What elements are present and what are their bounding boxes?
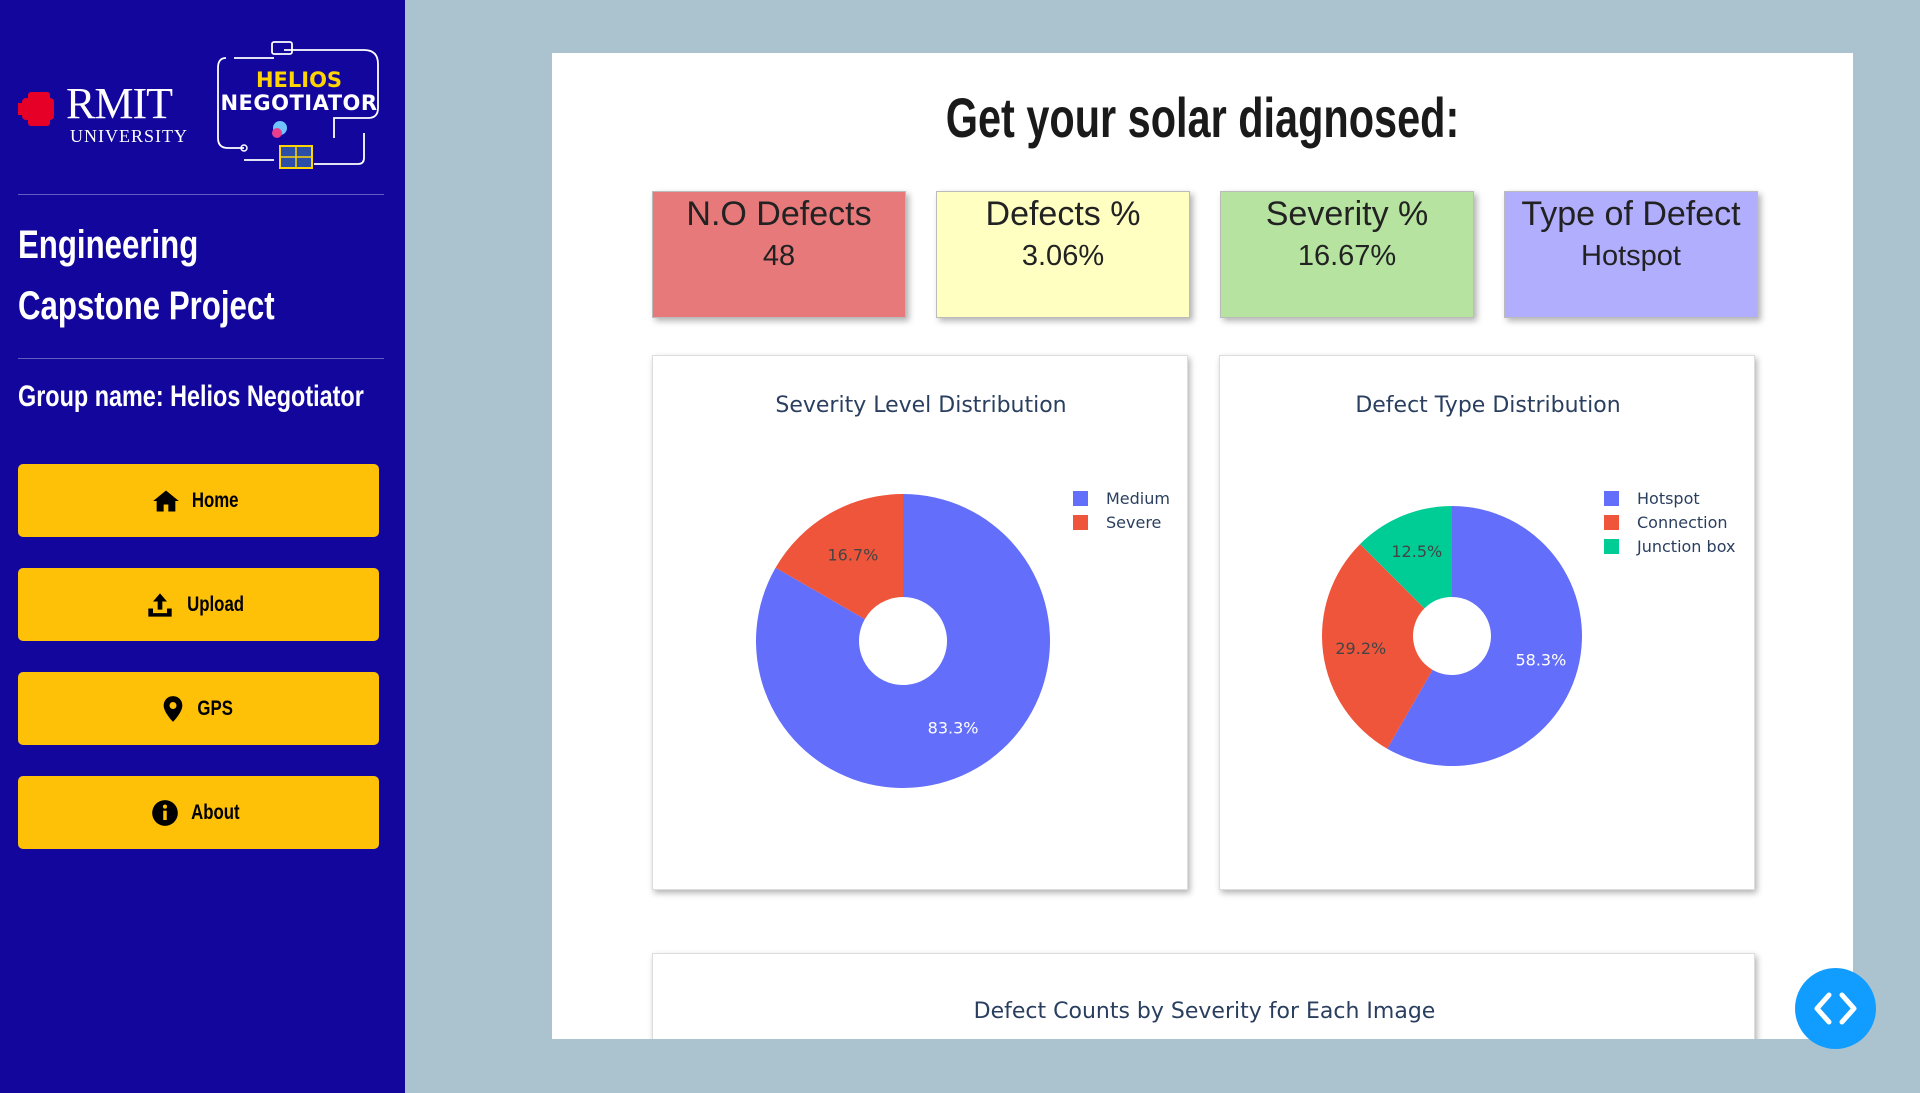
defect-type-card: Type of Defect Hotspot <box>1504 191 1758 318</box>
home-button[interactable]: Home <box>18 464 379 537</box>
slice-label: 16.7% <box>827 545 878 564</box>
sidebar: RMIT UNIVERSITY HELIOS NEGOTIATOR En <box>0 0 405 1093</box>
card-title: Defects % <box>985 195 1141 233</box>
legend-item[interactable]: Severe <box>1106 513 1161 532</box>
home-icon <box>153 490 180 511</box>
pie-slice-junction-box[interactable] <box>1360 506 1452 609</box>
severity-percent-card: Severity % 16.67% <box>1220 191 1474 318</box>
card-title: N.O Defects <box>686 195 872 233</box>
pie-slice-connection[interactable] <box>1322 544 1433 749</box>
card-value: 48 <box>762 240 796 272</box>
defect-count-card: N.O Defects 48 <box>652 191 906 318</box>
divider <box>18 358 384 359</box>
chart-title: Severity Level Distribution <box>775 393 1066 418</box>
helios-logo-line1: HELIOS <box>255 68 343 92</box>
rmit-wordmark: RMIT <box>66 79 173 128</box>
slice-label: 58.3% <box>1515 651 1566 670</box>
chart-title: Defect Counts by Severity for Each Image <box>973 999 1436 1024</box>
slice-label: 83.3% <box>928 719 979 738</box>
upload-icon <box>148 592 172 617</box>
code-toggle-button[interactable] <box>1795 968 1876 1049</box>
pie-slice-severe[interactable] <box>775 494 903 620</box>
group-name: Group name: Helios Negotiator <box>18 380 364 413</box>
info-icon <box>152 799 179 826</box>
chart-title: Defect Type Distribution <box>1355 393 1620 418</box>
logo-area: RMIT UNIVERSITY HELIOS NEGOTIATOR <box>18 38 388 178</box>
upload-button-label: Upload <box>187 592 244 616</box>
card-value: 16.67% <box>1297 240 1397 272</box>
main-panel: Get your solar diagnosed: N.O Defects 48… <box>552 53 1853 1039</box>
sidebar-title: Engineering Capstone Project <box>18 223 275 328</box>
divider <box>18 194 384 195</box>
rmit-pixel-mark-icon <box>18 92 54 126</box>
legend-item[interactable]: Junction box <box>1636 537 1735 556</box>
card-title: Severity % <box>1265 195 1429 233</box>
about-button-label: About <box>191 800 240 824</box>
helios-logo-line2: NEGOTIATOR <box>220 91 378 115</box>
legend-swatch <box>1604 491 1619 506</box>
map-pin-icon <box>163 695 183 722</box>
legend-swatch <box>1073 491 1088 506</box>
about-button[interactable]: About <box>18 776 379 849</box>
gps-button[interactable]: GPS <box>18 672 379 745</box>
legend-item[interactable]: Medium <box>1106 489 1170 508</box>
legend-swatch <box>1073 515 1088 530</box>
defects-percent-card: Defects % 3.06% <box>936 191 1190 318</box>
severity-chart: Severity Level Distribution 83.3% 16.7% Med… <box>652 355 1188 890</box>
pie-slice-medium[interactable] <box>756 494 1050 788</box>
defect-type-pie-svg: Defect Type Distribution 58.3% 29.2% 12.5% H… <box>1322 393 1735 766</box>
slice-label: 12.5% <box>1391 542 1442 561</box>
upload-button[interactable]: Upload <box>18 568 379 641</box>
page-title: Get your solar diagnosed: <box>945 86 1460 149</box>
defect-type-chart: Defect Type Distribution 58.3% 29.2% 12.5% H… <box>1219 355 1755 890</box>
rmit-logo: RMIT UNIVERSITY <box>18 79 188 146</box>
card-title: Type of Defect <box>1521 195 1741 233</box>
legend-swatch <box>1604 539 1619 554</box>
helios-negotiator-logo: HELIOS NEGOTIATOR <box>214 38 384 178</box>
severity-pie-svg: Severity Level Distribution 83.3% 16.7% Med… <box>756 393 1170 788</box>
code-brackets-icon <box>1814 992 1857 1025</box>
card-value: Hotspot <box>1581 240 1681 272</box>
legend-item[interactable]: Hotspot <box>1637 489 1700 508</box>
card-value: 3.06% <box>1021 240 1105 272</box>
defect-counts-chart: Defect Counts by Severity for Each Image <box>652 953 1755 1039</box>
rmit-subtitle: UNIVERSITY <box>70 126 188 146</box>
legend-item[interactable]: Connection <box>1637 513 1728 532</box>
home-button-label: Home <box>192 488 239 512</box>
slice-label: 29.2% <box>1335 639 1386 658</box>
legend-swatch <box>1604 515 1619 530</box>
pie-slice-hotspot[interactable] <box>1387 506 1582 766</box>
gps-button-label: GPS <box>197 696 234 720</box>
circuit-frame-icon <box>217 41 379 169</box>
